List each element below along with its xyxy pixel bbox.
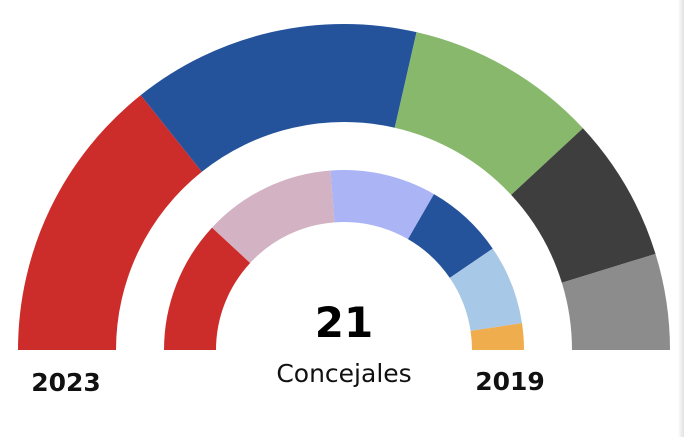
outer-ring-year-label: 2023 bbox=[31, 368, 101, 397]
outer-ring-2023 bbox=[18, 23, 670, 351]
page-edge bbox=[678, 0, 684, 437]
inner-ring-segment-5 bbox=[449, 248, 522, 331]
outer-ring-segment-5 bbox=[561, 253, 670, 350]
inner-ring-segment-2 bbox=[212, 170, 335, 263]
center-label: Concejales bbox=[276, 359, 411, 388]
outer-ring-segment-4 bbox=[511, 128, 656, 283]
total-seats: 21 bbox=[315, 298, 373, 347]
inner-ring-segment-6 bbox=[470, 323, 524, 350]
outer-ring-segment-2 bbox=[140, 23, 417, 172]
inner-ring-segment-1 bbox=[164, 227, 251, 350]
outer-ring-segment-1 bbox=[18, 95, 202, 351]
inner-ring-2019 bbox=[164, 169, 524, 350]
inner-ring-year-label: 2019 bbox=[475, 367, 545, 396]
inner-ring-segment-4 bbox=[408, 194, 493, 278]
outer-ring-segment-3 bbox=[394, 32, 583, 195]
inner-ring-segment-3 bbox=[330, 169, 434, 240]
